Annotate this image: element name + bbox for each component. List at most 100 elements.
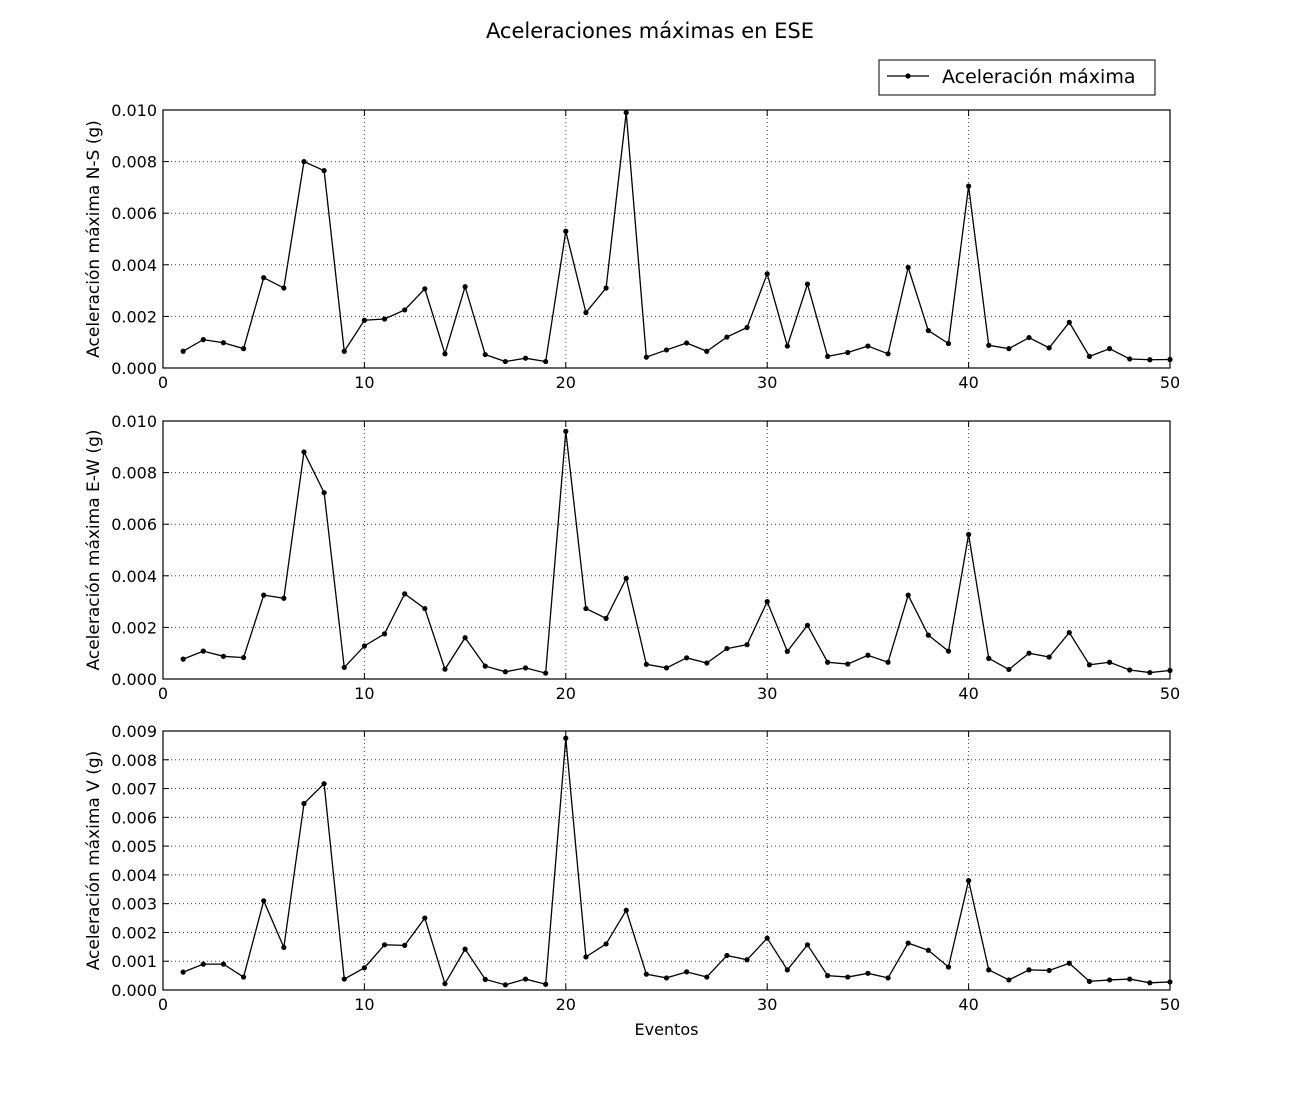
y-tick-label: 0.000 bbox=[111, 670, 157, 689]
y-tick-label: 0.008 bbox=[111, 464, 157, 483]
data-point bbox=[684, 655, 690, 661]
data-point bbox=[462, 635, 468, 641]
x-tick-label: 0 bbox=[158, 684, 168, 703]
data-point bbox=[442, 351, 448, 357]
data-point bbox=[180, 656, 186, 662]
plot-frame bbox=[162, 730, 1171, 991]
y-tick-label: 0.004 bbox=[111, 567, 157, 586]
data-point bbox=[220, 653, 227, 659]
legend: Aceleración máxima bbox=[878, 59, 1156, 96]
data-point bbox=[1006, 666, 1012, 673]
data-point bbox=[1147, 357, 1153, 363]
data-point bbox=[1046, 345, 1052, 351]
data-point bbox=[301, 449, 307, 455]
data-point bbox=[764, 599, 770, 605]
data-point bbox=[603, 285, 609, 291]
data-point bbox=[784, 648, 790, 654]
data-point bbox=[200, 961, 206, 967]
data-point bbox=[240, 346, 247, 352]
y-axis-label: Aceleración máxima N-S (g) bbox=[84, 120, 104, 358]
data-point bbox=[1106, 659, 1113, 665]
data-point bbox=[966, 531, 972, 538]
data-point bbox=[261, 275, 267, 281]
x-tick-label: 20 bbox=[556, 373, 576, 392]
data-point bbox=[502, 669, 508, 675]
data-point bbox=[905, 592, 911, 598]
data-point bbox=[845, 661, 851, 667]
data-point bbox=[563, 228, 569, 234]
x-tick-label: 50 bbox=[1160, 684, 1180, 703]
data-point bbox=[462, 284, 468, 290]
data-point bbox=[966, 183, 972, 189]
y-tick-label: 0.000 bbox=[111, 981, 157, 1000]
data-point bbox=[442, 981, 448, 987]
data-point bbox=[925, 632, 931, 638]
data-point bbox=[643, 971, 649, 977]
data-point bbox=[522, 976, 529, 982]
y-tick-label: 0.009 bbox=[111, 722, 157, 741]
data-point bbox=[663, 347, 670, 353]
data-point bbox=[301, 159, 307, 165]
data-point bbox=[804, 622, 811, 628]
data-point bbox=[865, 970, 871, 976]
x-tick-label: 50 bbox=[1160, 995, 1180, 1014]
data-point bbox=[885, 975, 891, 981]
data-point bbox=[845, 349, 851, 356]
data-point bbox=[402, 591, 408, 597]
data-point bbox=[603, 941, 609, 947]
data-point bbox=[543, 670, 549, 676]
data-point bbox=[704, 974, 710, 980]
data-point bbox=[1026, 650, 1032, 656]
series-line bbox=[182, 738, 1171, 986]
data-point bbox=[885, 351, 891, 357]
data-point bbox=[1127, 976, 1133, 982]
data-point bbox=[885, 659, 891, 665]
y-axis-label: Aceleración máxima E-W (g) bbox=[84, 430, 104, 671]
y-tick-label: 0.005 bbox=[111, 837, 157, 856]
data-point bbox=[583, 605, 589, 612]
data-point bbox=[220, 340, 227, 346]
data-point bbox=[704, 348, 710, 354]
x-tick-label: 30 bbox=[757, 995, 777, 1014]
data-point bbox=[341, 976, 347, 982]
data-point bbox=[321, 490, 327, 496]
data-point bbox=[724, 645, 730, 652]
data-point bbox=[724, 334, 730, 340]
data-point bbox=[1147, 980, 1153, 986]
data-point bbox=[220, 961, 227, 967]
data-point bbox=[764, 935, 770, 941]
data-point bbox=[1026, 967, 1032, 973]
legend-marker-sample bbox=[905, 73, 911, 79]
grid bbox=[163, 110, 1170, 368]
data-point bbox=[381, 631, 388, 637]
data-point bbox=[261, 898, 267, 904]
data-point bbox=[724, 952, 730, 959]
data-point bbox=[563, 735, 569, 741]
data-point bbox=[1086, 978, 1093, 984]
data-point bbox=[1106, 346, 1113, 352]
data-point bbox=[945, 648, 952, 654]
x-tick-label: 50 bbox=[1160, 373, 1180, 392]
data-point bbox=[1046, 967, 1052, 974]
data-point bbox=[1086, 662, 1093, 668]
data-point bbox=[1127, 356, 1133, 362]
data-point bbox=[402, 942, 408, 948]
legend-box bbox=[878, 59, 1156, 96]
data-point bbox=[361, 643, 367, 649]
data-point bbox=[1066, 629, 1072, 636]
data-point bbox=[1106, 977, 1113, 983]
x-tick-label: 20 bbox=[556, 684, 576, 703]
data-point bbox=[482, 351, 488, 358]
y-tick-label: 0.008 bbox=[111, 751, 157, 770]
panel-2: 0 10 20 30 40 50 0.000 0.002 0.004 0.006 0.008 0.01… bbox=[84, 412, 1180, 703]
x-tick-label: 10 bbox=[354, 373, 374, 392]
data-point bbox=[321, 781, 327, 787]
data-point bbox=[200, 337, 206, 343]
data-point bbox=[341, 664, 347, 670]
data-point bbox=[502, 982, 508, 988]
panels: 0 10 20 30 40 50 0.000 0.002 0.004 0.006 0.008 0.01… bbox=[84, 101, 1180, 1039]
y-tick-label: 0.003 bbox=[111, 895, 157, 914]
data-point bbox=[583, 954, 589, 960]
data-point bbox=[301, 800, 307, 807]
